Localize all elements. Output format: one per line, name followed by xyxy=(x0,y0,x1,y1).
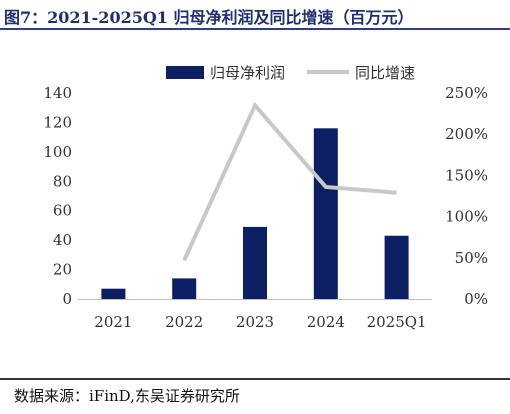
y-right-tick-label: 150% xyxy=(445,166,488,184)
y-right-tick-label: 250% xyxy=(445,84,488,102)
chart-title: 图7：2021-2025Q1 归母净利润及同比增速（百万元） xyxy=(4,8,414,27)
x-tick-label: 2022 xyxy=(165,313,203,331)
y-left-tick-label: 120 xyxy=(43,113,72,131)
x-tick-label: 2023 xyxy=(236,313,274,331)
y-right-tick-label: 0% xyxy=(464,290,488,308)
bar-2024 xyxy=(313,128,338,299)
source-divider xyxy=(0,378,510,380)
y-right-tick-label: 200% xyxy=(445,125,488,143)
bar-2022 xyxy=(172,278,197,299)
legend-label-bar: 归母净利润 xyxy=(210,64,285,82)
y-left-tick-label: 0 xyxy=(62,290,72,308)
legend: 归母净利润 同比增速 xyxy=(166,64,415,82)
y-left-tick-label: 100 xyxy=(43,143,72,161)
y-right-tick-label: 50% xyxy=(455,249,488,267)
series-line-growth xyxy=(182,101,397,262)
legend-label-line: 同比增速 xyxy=(355,64,415,82)
y-left-tick-label: 80 xyxy=(53,172,72,190)
legend-swatch-bar xyxy=(166,66,204,79)
x-tick-label: 2024 xyxy=(307,313,345,331)
x-tick-label: 2021 xyxy=(94,313,132,331)
source-note: 数据来源：iFinD,东吴证券研究所 xyxy=(14,387,240,405)
bar-2023 xyxy=(243,226,267,299)
bar-2025Q1 xyxy=(384,235,409,299)
y-left-tick-label: 40 xyxy=(53,231,72,249)
y-right-tick-label: 100% xyxy=(445,208,488,226)
chart-title-bar: 图7：2021-2025Q1 归母净利润及同比增速（百万元） xyxy=(0,0,510,30)
x-tick-label: 2025Q1 xyxy=(367,313,427,331)
bar-2021 xyxy=(101,288,126,299)
y-left-tick-label: 60 xyxy=(53,202,72,220)
y-left-tick-label: 140 xyxy=(43,84,72,102)
y-left-tick-label: 20 xyxy=(53,261,72,279)
